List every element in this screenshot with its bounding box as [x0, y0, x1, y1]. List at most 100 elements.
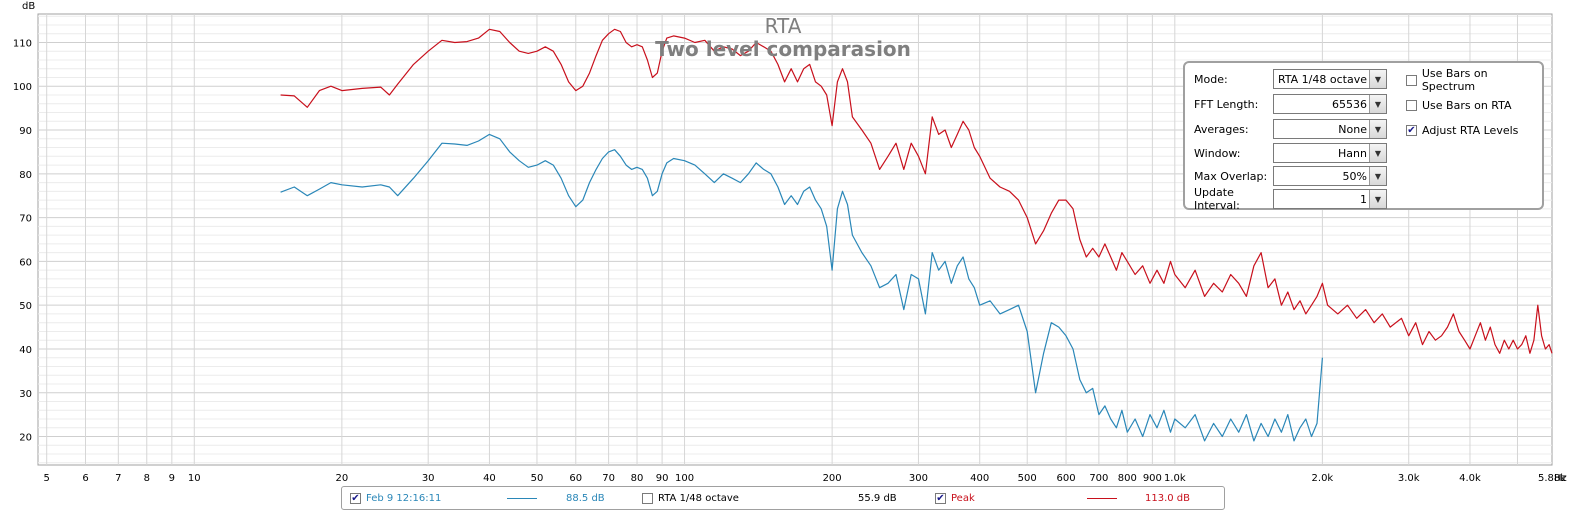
x-tick-label: 6 — [82, 473, 88, 484]
mode-select[interactable]: RTA 1/48 octave ▼ — [1273, 69, 1387, 89]
peak-visible-checkbox[interactable]: ✔ — [935, 492, 946, 504]
chart-subtitle: Two level comparasion — [655, 37, 911, 61]
x-tick-labels: 5 6 7 8 9 10 20 30 40 50 60 70 80 90 100 200 300 400 500 60… — [44, 473, 1567, 484]
legend-bar: ✔ Feb 9 12:16:11 88.5 dB RTA 1/48 octave… — [341, 486, 1225, 510]
x-tick-label: 800 — [1118, 473, 1137, 484]
mode-row: Mode: RTA 1/48 octave ▼ — [1194, 69, 1387, 89]
y-tick-label: 100 — [13, 82, 32, 93]
fft-length-row: FFT Length: 65536 ▼ — [1194, 94, 1387, 114]
y-tick-labels: 20 30 40 50 60 70 80 90 100 110 — [13, 38, 32, 443]
x-tick-label: 30 — [422, 473, 435, 484]
x-tick-label: 100 — [675, 473, 694, 484]
legend-rta-value: 55.9 dB — [858, 492, 897, 504]
window-label: Window: — [1194, 146, 1241, 160]
y-tick-label: 70 — [19, 214, 32, 225]
x-tick-label: 80 — [631, 473, 644, 484]
chevron-down-icon[interactable]: ▼ — [1369, 144, 1386, 162]
legend-measurement-label: Feb 9 12:16:11 — [366, 492, 442, 504]
window-row: Window: Hann ▼ — [1194, 143, 1387, 163]
adjust-rta-levels-option[interactable]: ✔ Adjust RTA Levels — [1406, 122, 1518, 138]
x-tick-label: 2.0k — [1312, 473, 1334, 484]
x-axis-unit: Hz — [1554, 473, 1567, 484]
rta-visible-checkbox[interactable] — [642, 492, 653, 504]
legend-measurement-value: 88.5 dB — [566, 492, 605, 504]
x-tick-label: 70 — [602, 473, 615, 484]
measurement-series-line — [280, 133, 1323, 442]
legend-measurement-line — [507, 498, 537, 499]
use-bars-on-spectrum-label: Use Bars on Spectrum — [1421, 67, 1488, 93]
x-tick-label: 300 — [909, 473, 928, 484]
max-overlap-label: Max Overlap: — [1194, 169, 1268, 183]
x-tick-label: 3.0k — [1398, 473, 1420, 484]
chevron-down-icon[interactable]: ▼ — [1369, 95, 1386, 113]
x-tick-label: 10 — [188, 473, 201, 484]
x-tick-label: 600 — [1056, 473, 1075, 484]
x-tick-label: 90 — [656, 473, 669, 484]
max-overlap-row: Max Overlap: 50% ▼ — [1194, 166, 1387, 186]
x-tick-label: 40 — [483, 473, 496, 484]
x-tick-label: 8 — [144, 473, 150, 484]
legend-rta-label: RTA 1/48 octave — [658, 492, 739, 504]
x-tick-label: 400 — [970, 473, 989, 484]
y-tick-label: 20 — [19, 433, 32, 444]
y-axis-label: dB — [22, 1, 35, 12]
fft-length-select[interactable]: 65536 ▼ — [1273, 94, 1387, 114]
window-value: Hann — [1338, 146, 1367, 160]
legend-peak-label: Peak — [951, 492, 975, 504]
x-tick-label: 5.88k — [1538, 473, 1566, 484]
y-tick-label: 50 — [19, 301, 32, 312]
use-bars-on-spectrum-option[interactable]: Use Bars on Spectrum — [1406, 67, 1542, 93]
rta-controls-panel: Mode: RTA 1/48 octave ▼ FFT Length: 6553… — [1183, 61, 1544, 212]
update-interval-select[interactable]: 1 ▼ — [1273, 189, 1387, 209]
fft-length-label: FFT Length: — [1194, 97, 1259, 111]
x-tick-label: 9 — [169, 473, 175, 484]
x-tick-label: 900 — [1143, 473, 1162, 484]
use-bars-on-rta-option[interactable]: Use Bars on RTA — [1406, 97, 1512, 113]
legend-item-rta[interactable]: RTA 1/48 octave — [642, 487, 739, 509]
x-tick-label: 700 — [1089, 473, 1108, 484]
grid-lines — [38, 14, 1552, 465]
chevron-down-icon[interactable]: ▼ — [1369, 167, 1386, 185]
x-tick-label: 50 — [531, 473, 544, 484]
y-tick-label: 60 — [19, 257, 32, 268]
chevron-down-icon[interactable]: ▼ — [1369, 190, 1386, 208]
chevron-down-icon[interactable]: ▼ — [1369, 70, 1386, 88]
x-tick-label: 4.0k — [1459, 473, 1481, 484]
legend-item-peak[interactable]: ✔ Peak — [935, 487, 975, 509]
max-overlap-value: 50% — [1342, 169, 1367, 183]
update-interval-row: Update Interval: 1 ▼ — [1194, 186, 1387, 212]
use-bars-on-rta-label: Use Bars on RTA — [1422, 98, 1512, 112]
x-tick-label: 60 — [569, 473, 582, 484]
x-tick-label: 7 — [115, 473, 121, 484]
use-bars-on-rta-checkbox[interactable] — [1406, 99, 1417, 111]
peak-series-line — [280, 28, 1553, 354]
series-lines — [280, 28, 1553, 442]
y-tick-label: 90 — [19, 126, 32, 137]
x-tick-label: 500 — [1018, 473, 1037, 484]
averages-label: Averages: — [1194, 122, 1249, 136]
averages-row: Averages: None ▼ — [1194, 119, 1387, 139]
chevron-down-icon[interactable]: ▼ — [1369, 120, 1386, 138]
y-tick-label: 110 — [13, 38, 32, 49]
fft-length-value: 65536 — [1332, 97, 1367, 111]
adjust-rta-levels-checkbox[interactable]: ✔ — [1406, 124, 1417, 136]
update-interval-value: 1 — [1360, 192, 1367, 206]
adjust-rta-levels-label: Adjust RTA Levels — [1422, 123, 1519, 137]
max-overlap-select[interactable]: 50% ▼ — [1273, 166, 1387, 186]
chart-title: RTA — [765, 14, 802, 38]
legend-peak-value: 113.0 dB — [1145, 492, 1191, 504]
legend-peak-line — [1087, 498, 1117, 499]
x-tick-label: 200 — [823, 473, 842, 484]
y-tick-label: 30 — [19, 389, 32, 400]
averages-select[interactable]: None ▼ — [1273, 119, 1387, 139]
measurement-visible-checkbox[interactable]: ✔ — [350, 492, 361, 504]
window-select[interactable]: Hann ▼ — [1273, 143, 1387, 163]
use-bars-on-spectrum-checkbox[interactable] — [1406, 74, 1417, 86]
mode-value: RTA 1/48 octave — [1277, 72, 1367, 86]
y-tick-label: 40 — [19, 345, 32, 356]
legend-item-measurement[interactable]: ✔ Feb 9 12:16:11 — [350, 487, 441, 509]
update-interval-label: Update Interval: — [1194, 186, 1240, 212]
mode-label: Mode: — [1194, 72, 1228, 86]
y-tick-label: 80 — [19, 170, 32, 181]
x-tick-label: 20 — [335, 473, 348, 484]
